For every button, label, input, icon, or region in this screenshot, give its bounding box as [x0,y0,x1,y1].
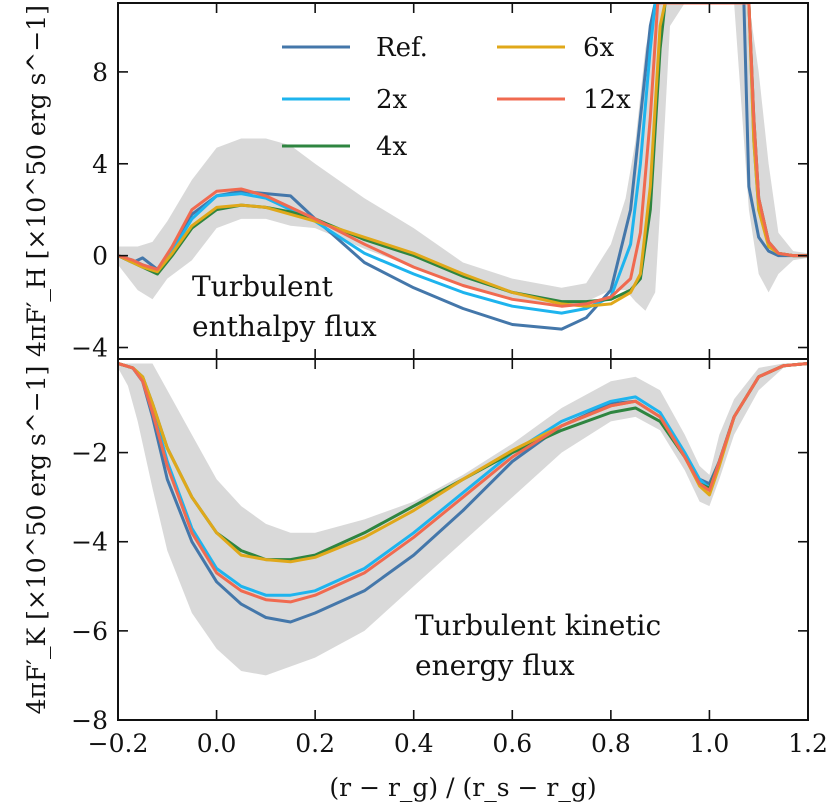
top-series-12x [118,3,808,308]
bottom-axes-frame [117,358,809,721]
bottom-spread-band [118,363,808,676]
xtick-label: 0.4 [394,729,434,758]
top-ytick-label: 0 [92,242,108,271]
bottom-series-12x [118,362,808,604]
bottom-ytick-label: −6 [71,617,108,646]
bottom-ytick-label: −2 [71,439,108,468]
legend-label-2x: 2x [376,85,408,115]
xtick-label: 0.6 [492,729,532,758]
bottom-annotation-line-1: Turbulent kinetic [415,609,661,642]
xtick-label: 1.0 [690,729,730,758]
bottom-ticks: −8 −6 −4 −2 −0.2 0.0 0.2 0.4 0.6 0.8 1.0 1.2 [71,359,828,758]
bottom-ytick-label: −8 [71,706,108,735]
legend-label-12x: 12x [583,85,631,115]
legend: Ref. 2x 4x 6x 12x [282,33,631,162]
top-annotation-line-2: enthalpy flux [192,310,377,343]
bottom-plot-area [118,362,808,676]
top-ytick-label: 4 [92,150,108,179]
top-series-ref [118,3,808,331]
legend-label-ref: Ref. [376,33,428,63]
top-ytick-label: 8 [92,58,108,87]
xtick-label: −0.2 [88,729,149,758]
bottom-annotation-line-2: energy flux [415,649,575,682]
x-axis-label: (r − r_g) / (r_s − r_g) [329,773,596,802]
legend-label-4x: 4x [376,132,408,162]
top-ytick-label: −4 [71,334,108,363]
bottom-panel: −8 −6 −4 −2 −0.2 0.0 0.2 0.4 0.6 0.8 1.0 1.2 4πF′_K… [22,358,828,758]
legend-label-6x: 6x [583,33,615,63]
xtick-label: 1.2 [788,729,828,758]
top-panel: −4 0 4 8 Ref. 2x 4x 6x 12x 4πF′_H [×10^50 erg s… [22,2,809,363]
top-spread-band [118,3,808,311]
xtick-label: 0.0 [197,729,237,758]
top-plot-area [118,3,808,331]
xtick-label: 0.2 [295,729,335,758]
top-annotation-line-1: Turbulent [192,270,334,303]
top-ylabel: 4πF′_H [×10^50 erg s^−1] [22,5,51,357]
top-ticks: −4 0 4 8 [71,3,809,363]
bottom-ylabel: 4πF′_K [×10^50 erg s^−1] [22,366,51,715]
bottom-ytick-label: −4 [71,528,108,557]
xtick-label: 0.8 [591,729,631,758]
